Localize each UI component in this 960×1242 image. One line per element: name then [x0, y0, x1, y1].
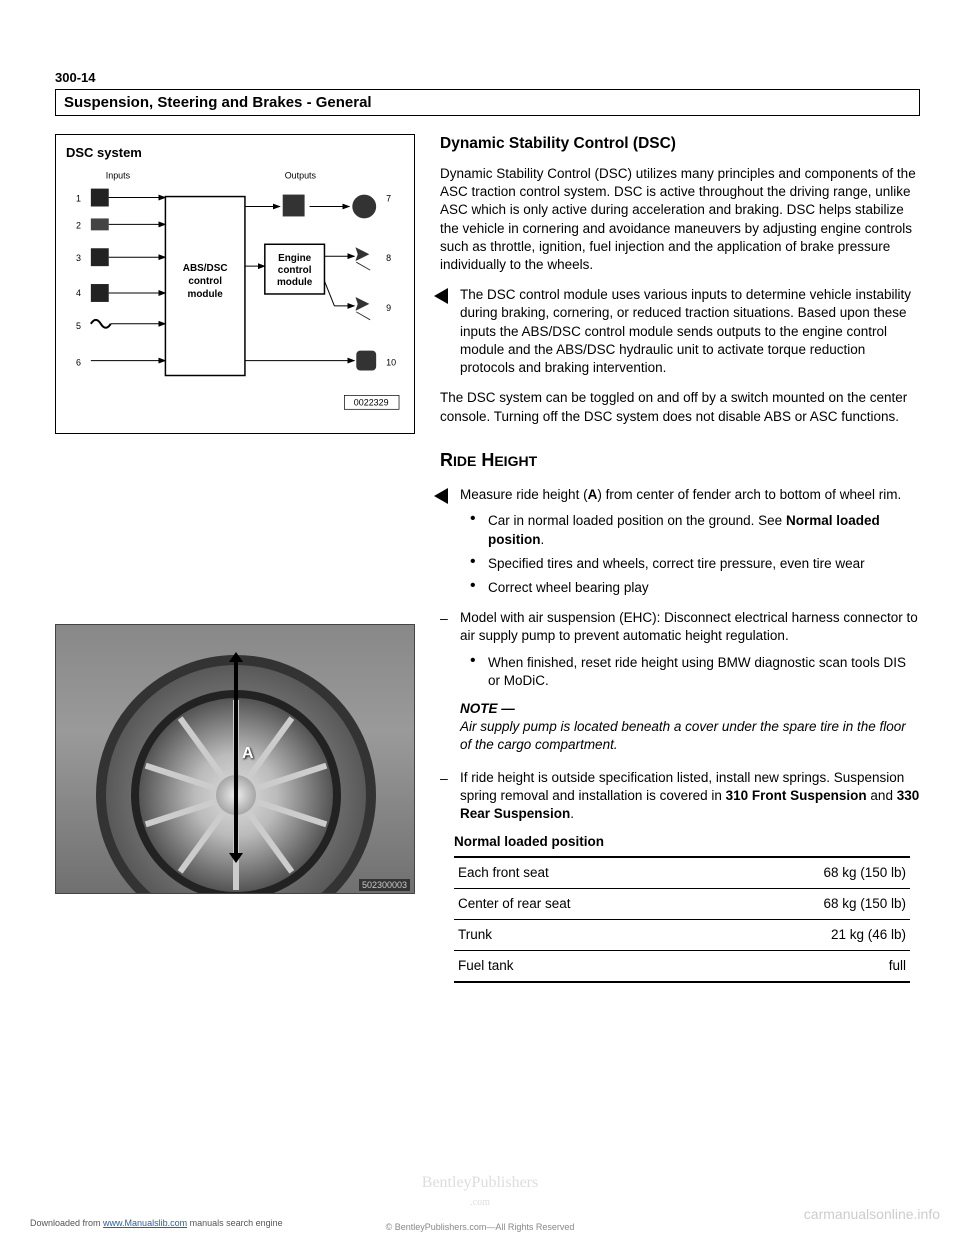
dsc-p2-block: The DSC control module uses various inpu… — [440, 286, 920, 377]
dsc-heading: Dynamic Stability Control (DSC) — [440, 134, 920, 155]
diagram-svg: Inputs Outputs ABS/DSC control module En… — [66, 166, 404, 416]
download-footer: Downloaded from www.Manualslib.com manua… — [30, 1218, 283, 1228]
ride-bullets-1: Car in normal loaded position on the gro… — [460, 512, 920, 597]
outputs-label: Outputs — [285, 171, 317, 181]
svg-text:5: 5 — [76, 321, 81, 331]
dsc-p2: The DSC control module uses various inpu… — [460, 287, 911, 375]
table-title: Normal loaded position — [454, 833, 920, 851]
svg-text:8: 8 — [386, 253, 391, 263]
list-item: When finished, reset ride height using B… — [476, 654, 920, 690]
left-column: DSC system Inputs Outputs ABS/DSC contro… — [55, 134, 415, 983]
note-body: Air supply pump is located beneath a cov… — [460, 719, 906, 752]
measurement-arrow-icon — [234, 660, 238, 855]
pointer-tri-icon — [434, 288, 448, 304]
svg-text:10: 10 — [386, 358, 396, 368]
ride-bullets-2: When finished, reset ride height using B… — [460, 654, 920, 690]
dsc-p1: Dynamic Stability Control (DSC) utilizes… — [440, 165, 920, 274]
svg-text:3: 3 — [76, 253, 81, 263]
pointer-tri-icon — [434, 488, 448, 504]
note-header: NOTE — — [460, 701, 515, 716]
two-column-layout: DSC system Inputs Outputs ABS/DSC contro… — [55, 134, 920, 983]
svg-text:ABS/DSC: ABS/DSC — [183, 263, 228, 274]
spring-note: If ride height is outside specification … — [440, 769, 920, 824]
svg-text:Engine: Engine — [278, 253, 312, 264]
svg-text:7: 7 — [386, 194, 391, 204]
input-icons: 1 2 3 4 5 6 — [76, 189, 165, 368]
page-number: 300-14 — [55, 70, 920, 85]
measurement-label-a: A — [242, 745, 254, 763]
title-bar: Suspension, Steering and Brakes - Genera… — [55, 89, 920, 116]
normal-loaded-position-table: Each front seat68 kg (150 lb) Center of … — [454, 856, 910, 984]
ride-heading: RIDE HEIGHT — [440, 448, 920, 472]
ride-height-photo: A 502300003 — [55, 624, 415, 894]
svg-text:4: 4 — [76, 288, 81, 298]
watermark: BentleyPublishers .com — [0, 1174, 960, 1210]
inputs-label: Inputs — [106, 171, 131, 181]
dsc-system-diagram: DSC system Inputs Outputs ABS/DSC contro… — [55, 134, 415, 434]
list-item: Specified tires and wheels, correct tire… — [476, 555, 920, 573]
note-block: NOTE — Air supply pump is located beneat… — [460, 700, 920, 755]
right-column: Dynamic Stability Control (DSC) Dynamic … — [440, 134, 920, 983]
svg-text:9: 9 — [386, 303, 391, 313]
table-row: Trunk21 kg (46 lb) — [454, 920, 910, 951]
right-watermark: carmanualsonline.info — [804, 1206, 940, 1222]
svg-text:control: control — [278, 265, 312, 276]
photo-fig-id: 502300003 — [359, 879, 410, 891]
table-row: Fuel tankfull — [454, 951, 910, 983]
table-row: Center of rear seat68 kg (150 lb) — [454, 888, 910, 919]
list-item: Correct wheel bearing play — [476, 579, 920, 597]
svg-text:module: module — [188, 289, 224, 300]
ride-intro: Measure ride height (A) from center of f… — [460, 487, 901, 502]
svg-text:1: 1 — [76, 194, 81, 204]
svg-text:module: module — [277, 277, 313, 288]
diagram-title: DSC system — [66, 145, 404, 160]
list-item: Car in normal loaded position on the gro… — [476, 512, 920, 548]
svg-text:2: 2 — [76, 220, 81, 230]
svg-text:6: 6 — [76, 358, 81, 368]
svg-text:0022329: 0022329 — [354, 397, 389, 407]
ehc-note: Model with air suspension (EHC): Disconn… — [440, 609, 920, 690]
svg-text:control: control — [188, 276, 222, 287]
table-row: Each front seat68 kg (150 lb) — [454, 857, 910, 889]
ride-intro-block: Measure ride height (A) from center of f… — [440, 486, 920, 597]
dsc-p3: The DSC system can be toggled on and off… — [440, 389, 920, 425]
